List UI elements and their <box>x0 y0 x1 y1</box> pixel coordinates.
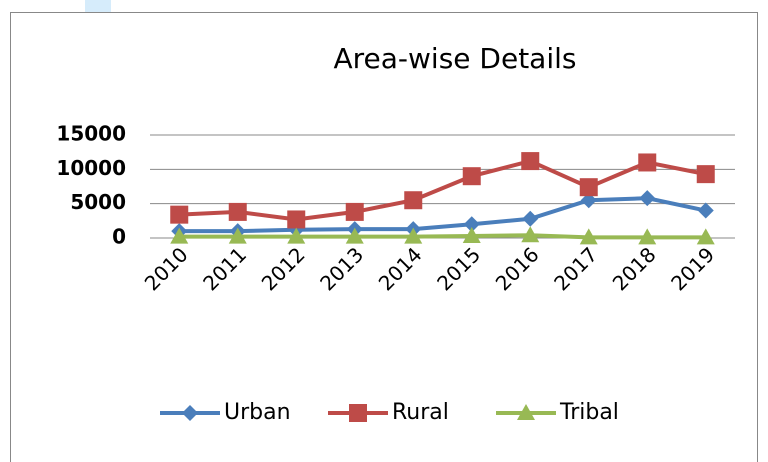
marker <box>521 226 540 243</box>
marker <box>580 192 597 209</box>
marker <box>349 404 367 422</box>
marker <box>170 205 189 224</box>
marker <box>287 227 306 244</box>
y-tick-label: 10000 <box>56 156 126 180</box>
marker <box>228 202 247 221</box>
series-line <box>179 233 706 240</box>
marker <box>462 167 481 186</box>
marker <box>638 228 657 245</box>
marker <box>639 190 656 207</box>
marker <box>696 228 715 245</box>
marker <box>404 191 423 210</box>
y-tick-label: 15000 <box>56 122 126 146</box>
marker <box>521 152 540 171</box>
marker <box>697 202 714 219</box>
marker <box>228 227 247 244</box>
marker <box>696 165 715 184</box>
marker <box>579 178 598 197</box>
marker <box>638 153 657 172</box>
marker <box>463 216 480 233</box>
marker <box>517 404 535 420</box>
legend-label: Urban <box>224 400 291 425</box>
marker <box>345 202 364 221</box>
marker <box>404 227 423 244</box>
marker <box>182 405 198 421</box>
y-tick-label: 5000 <box>70 190 126 214</box>
y-tick-label: 0 <box>112 225 126 249</box>
marker <box>170 227 189 244</box>
chart-title: Area-wise Details <box>333 42 576 75</box>
marker <box>522 210 539 227</box>
legend-label: Tribal <box>559 400 619 425</box>
series-line <box>179 196 707 234</box>
marker <box>462 226 481 243</box>
marker <box>287 210 306 229</box>
series-line <box>179 158 707 222</box>
marker <box>579 228 598 245</box>
legend-label: Rural <box>392 400 449 425</box>
marker <box>345 227 364 244</box>
